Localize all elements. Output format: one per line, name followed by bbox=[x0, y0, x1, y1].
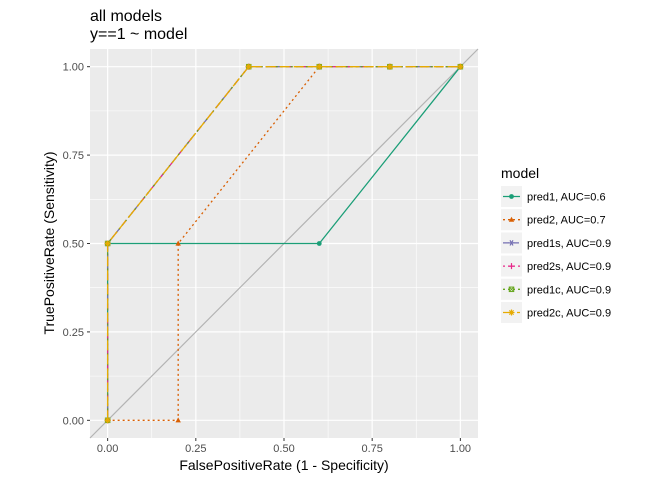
data-point bbox=[175, 240, 181, 246]
legend-key-marker bbox=[508, 216, 515, 222]
legend-label: pred1, AUC=0.6 bbox=[527, 192, 606, 204]
axis-ticks-layer: 0.00 0.25 0.50 0.75 1.00 0.00 0.25 0.50 0.75 1.00 bbox=[63, 62, 471, 455]
data-point bbox=[104, 417, 111, 424]
legend-item-pred1: pred1, AUC=0.6 bbox=[501, 186, 606, 207]
series-pred2c bbox=[104, 63, 464, 424]
legend-item-pred2: pred2, AUC=0.7 bbox=[501, 209, 606, 231]
legend-key-marker bbox=[508, 286, 515, 293]
y-tick-label: 0.00 bbox=[63, 415, 84, 427]
data-point bbox=[457, 63, 464, 70]
legend-key-marker bbox=[508, 263, 515, 270]
x-tick-label: 0.75 bbox=[361, 443, 382, 455]
data-point bbox=[104, 240, 111, 247]
legend: model pred1, AUC=0.6 pred2, AUC=0.7 pred1s… bbox=[501, 165, 611, 323]
legend-item-pred1s: pred1s, AUC=0.9 bbox=[501, 232, 611, 254]
data-point bbox=[316, 63, 323, 70]
legend-label: pred2s, AUC=0.9 bbox=[527, 261, 611, 273]
x-axis-title: FalsePositiveRate (1 - Specificity) bbox=[179, 457, 388, 473]
data-point bbox=[175, 417, 181, 423]
x-tick-label: 0.25 bbox=[185, 443, 206, 455]
legend-title: model bbox=[501, 165, 539, 181]
legend-item-pred1c: pred1c, AUC=0.9 bbox=[501, 278, 611, 300]
data-point bbox=[245, 63, 252, 70]
legend-label: pred1c, AUC=0.9 bbox=[527, 284, 611, 296]
legend-label: pred2, AUC=0.7 bbox=[527, 215, 606, 227]
y-tick-label: 0.75 bbox=[63, 150, 84, 162]
legend-item-pred2c: pred2c, AUC=0.9 bbox=[501, 302, 611, 323]
legend-items: pred1, AUC=0.6 pred2, AUC=0.7 pred1s, AUC=… bbox=[501, 186, 611, 323]
x-tick-label: 0.50 bbox=[273, 443, 294, 455]
y-tick-label: 0.50 bbox=[63, 239, 84, 251]
legend-item-pred2s: pred2s, AUC=0.9 bbox=[501, 255, 611, 277]
legend-label: pred2c, AUC=0.9 bbox=[527, 308, 611, 320]
series-layer bbox=[104, 63, 464, 424]
y-tick-label: 0.25 bbox=[63, 327, 84, 339]
chart-subtitle: y==1 ~ model bbox=[90, 26, 187, 43]
data-point bbox=[316, 241, 322, 246]
data-point bbox=[386, 63, 393, 70]
y-axis-title: TruePositiveRate (Sensitivity) bbox=[41, 151, 57, 334]
chart-title: all models bbox=[90, 8, 162, 25]
x-tick-label: 1.00 bbox=[450, 443, 471, 455]
legend-label: pred1s, AUC=0.9 bbox=[527, 238, 611, 250]
y-tick-label: 1.00 bbox=[63, 62, 84, 74]
legend-key-marker bbox=[508, 309, 515, 316]
x-tick-label: 0.00 bbox=[97, 443, 118, 455]
series-line bbox=[106, 66, 461, 421]
legend-key-marker bbox=[508, 240, 515, 246]
legend-key-marker bbox=[509, 194, 514, 199]
